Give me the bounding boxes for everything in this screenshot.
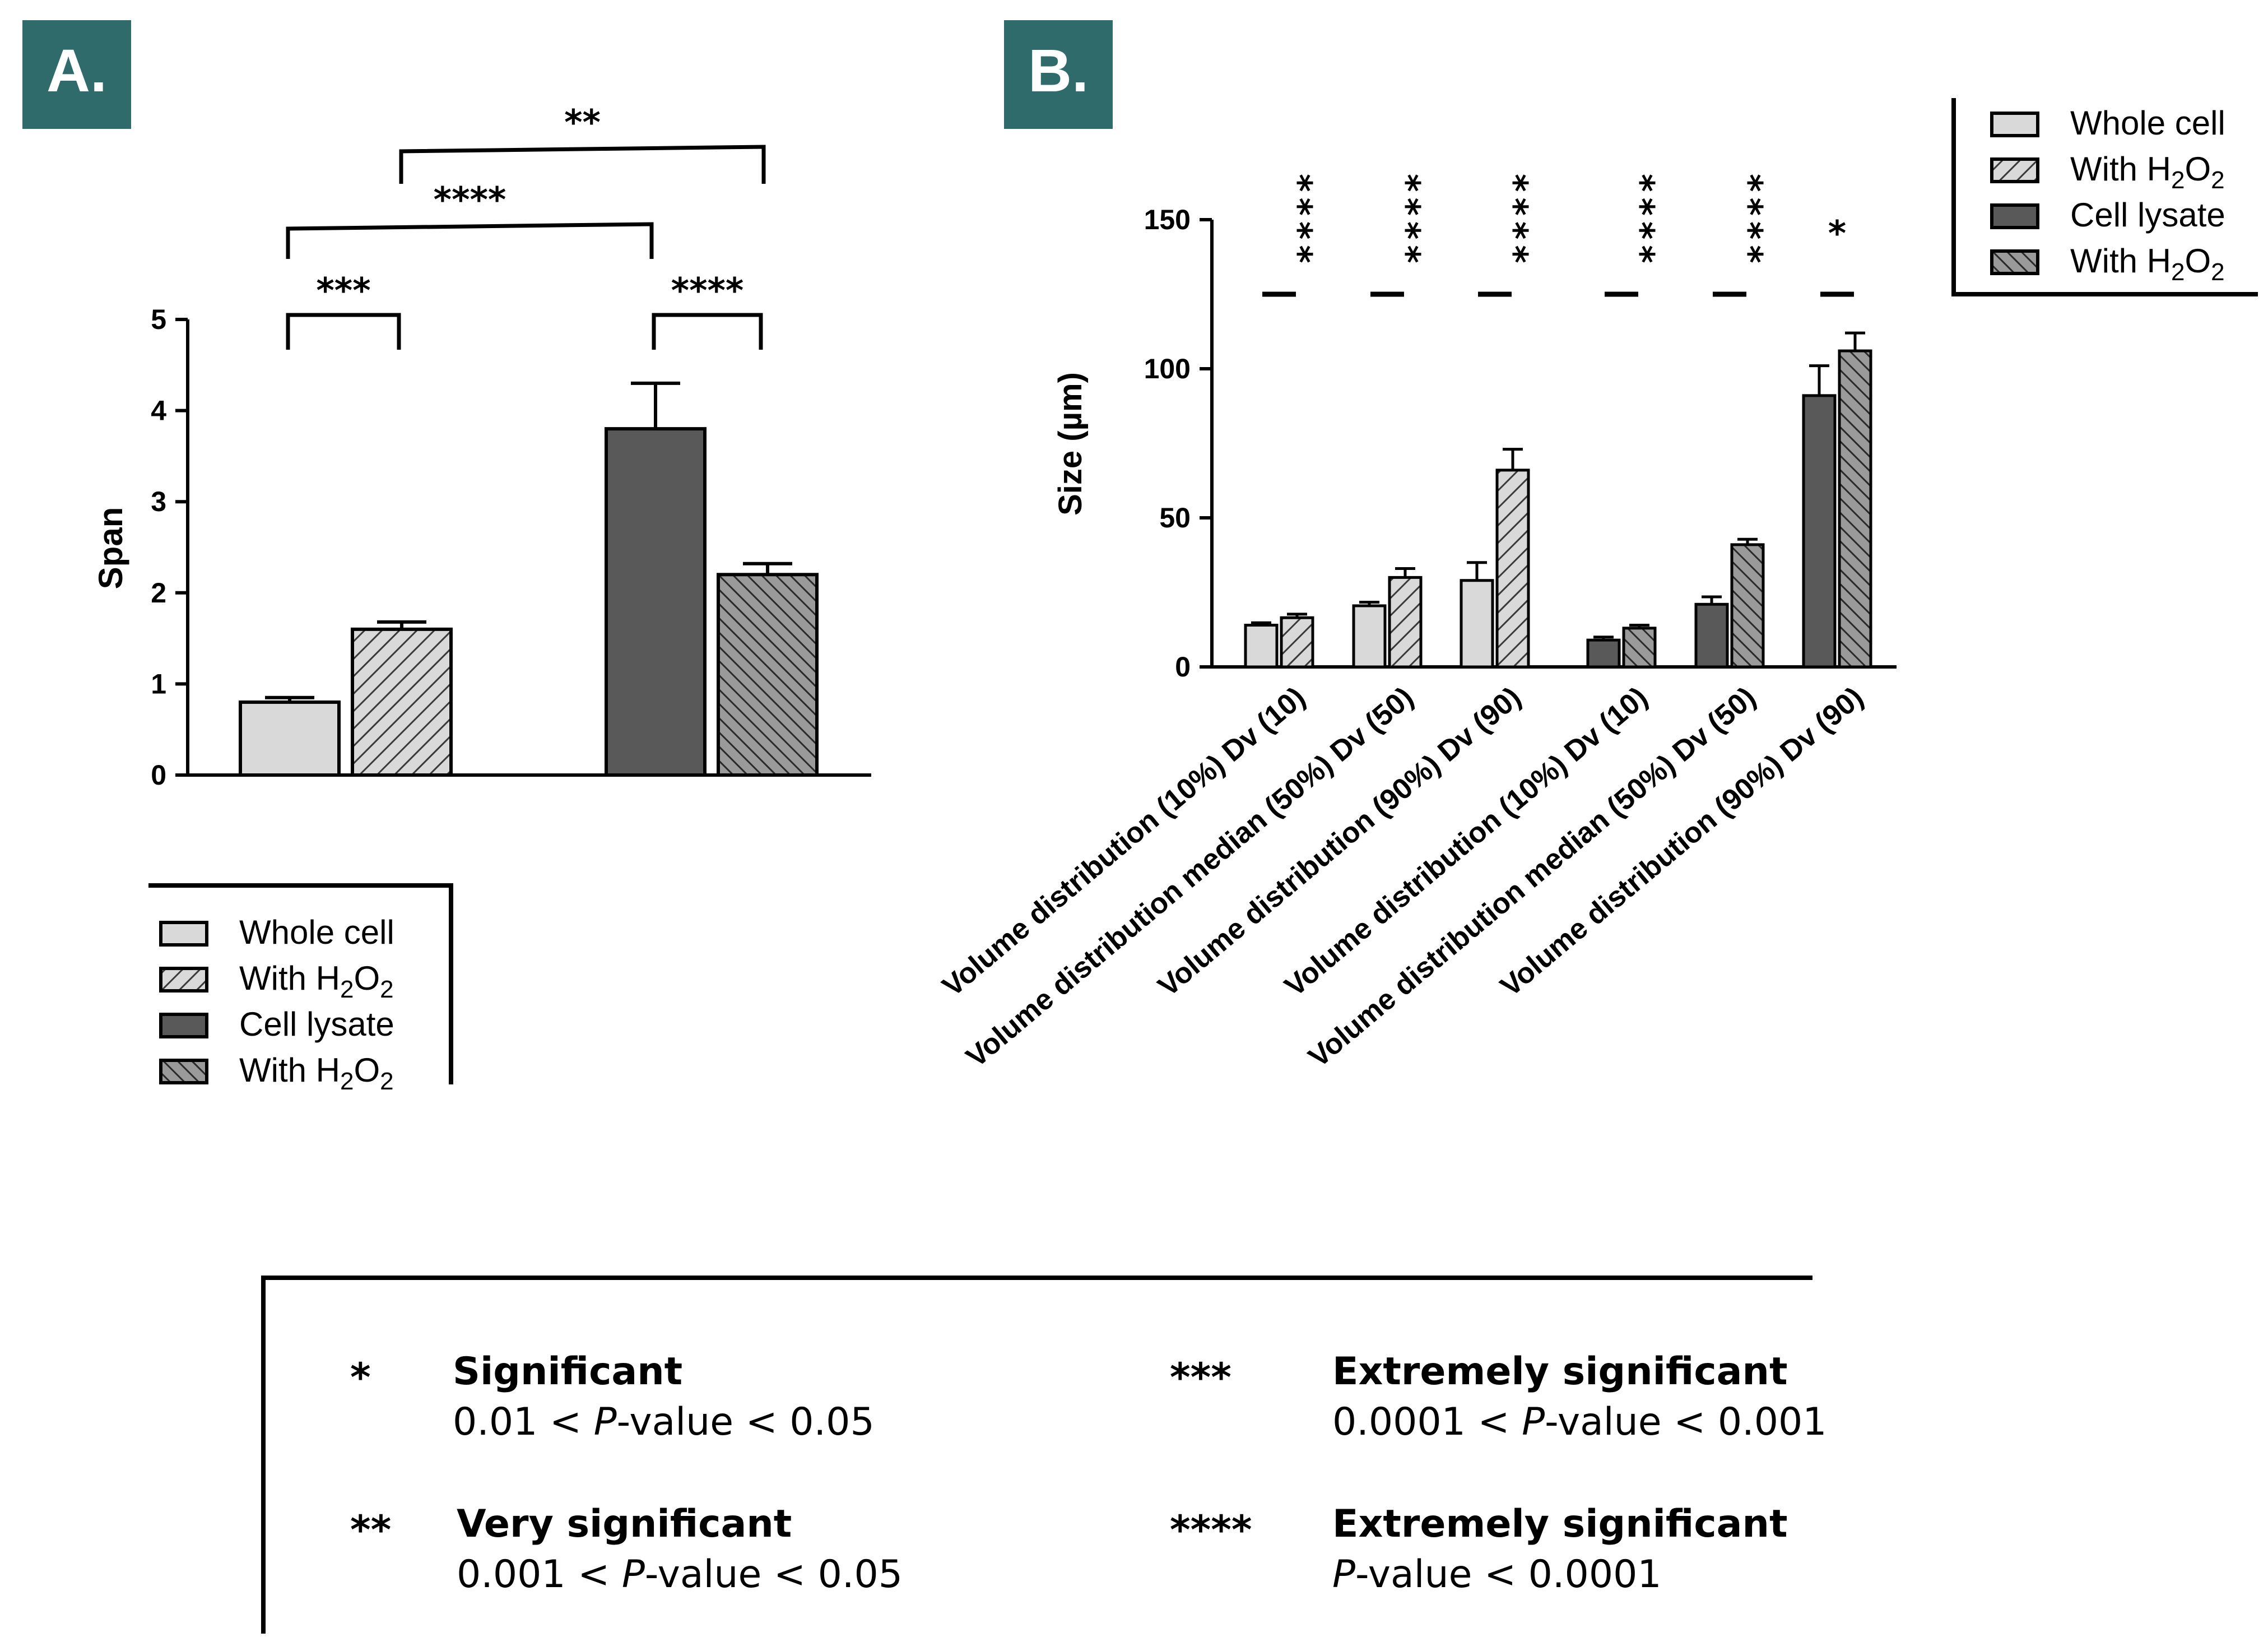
b-bar — [1730, 543, 1765, 669]
key-title: Extremely significant — [1332, 1349, 1787, 1394]
legend-b-label: With H2O2 — [2070, 150, 2225, 194]
key-symbol: * — [350, 1355, 371, 1400]
key-title: Significant — [453, 1349, 682, 1394]
b-sig-label: * — [1828, 213, 1846, 254]
b-y-tick-label: 50 — [1159, 502, 1191, 534]
a-sig-bracket — [652, 313, 763, 350]
legend-a-swatch — [159, 1059, 208, 1084]
legend-b-label: Cell lysate — [2070, 196, 2225, 234]
legend-a-swatch — [159, 921, 208, 947]
key-title: Extremely significant — [1332, 1502, 1787, 1546]
legend-b-swatch — [1990, 203, 2039, 229]
legend-b-label: With H2O2 — [2070, 242, 2225, 286]
panel-label-b-bg — [1004, 20, 1113, 129]
b-y-tick-label: 150 — [1144, 204, 1191, 235]
legend-a-swatch — [159, 1013, 208, 1038]
legend-a-label: With H2O2 — [239, 1051, 394, 1095]
panel-label-a-text: A. — [47, 36, 107, 104]
b-bar — [1622, 627, 1657, 669]
b-sig-label: **** — [1729, 174, 1770, 269]
a-sig-bracket — [399, 145, 766, 184]
key-frame — [261, 1276, 1812, 1634]
legend-a-label: Cell lysate — [239, 1005, 394, 1043]
legend-a-label: Whole cell — [239, 913, 394, 951]
key-symbol: **** — [1170, 1507, 1252, 1553]
b-sig-label: **** — [1279, 174, 1319, 269]
b-bar — [1460, 579, 1494, 669]
b-bar — [1495, 469, 1530, 669]
b-bar — [1694, 602, 1729, 669]
a-sig-label: *** — [316, 270, 370, 311]
a-y-tick-label: 4 — [151, 395, 166, 426]
key-desc: 0.01 < P-value < 0.05 — [453, 1400, 875, 1444]
b-bar — [1802, 394, 1837, 669]
b-sig-label: **** — [1387, 174, 1428, 269]
a-sig-label: ** — [564, 102, 601, 143]
panel-label-b: B. — [1004, 20, 1113, 129]
legend-b-swatch — [1990, 157, 2039, 183]
panel-label-b-text: B. — [1028, 36, 1089, 104]
legend-a-frame — [148, 883, 453, 1084]
panel-label-a-bg — [22, 20, 131, 129]
b-bar — [1352, 604, 1387, 669]
a-bar — [605, 427, 707, 777]
b-bar — [1388, 576, 1423, 669]
a-y-axis-label: Span — [92, 507, 129, 590]
a-bar — [351, 627, 453, 777]
key-desc: 0.001 < P-value < 0.05 — [457, 1552, 903, 1597]
a-sig-label: **** — [671, 270, 744, 311]
key-desc: P-value < 0.0001 — [1332, 1552, 1662, 1597]
b-y-axis-label: Size (µm) — [1052, 372, 1089, 516]
a-y-tick-label: 3 — [151, 486, 166, 517]
legend-a-label: With H2O2 — [239, 959, 394, 1003]
a-y-tick-label: 1 — [151, 668, 166, 699]
a-sig-bracket — [286, 222, 654, 259]
a-y-tick-label: 2 — [151, 577, 166, 609]
legend-b-frame — [1951, 98, 2258, 296]
b-bar — [1586, 638, 1621, 669]
a-y-tick-label: 0 — [151, 759, 166, 791]
legend-b-swatch — [1990, 112, 2039, 137]
legend-b-swatch — [1990, 249, 2039, 275]
b-bar — [1280, 616, 1314, 669]
key-symbol: *** — [1170, 1355, 1231, 1400]
a-sig-bracket — [286, 313, 401, 350]
legend-b-label: Whole cell — [2070, 104, 2225, 142]
b-y-tick-label: 100 — [1144, 353, 1191, 384]
key-desc: 0.0001 < P-value < 0.001 — [1332, 1400, 1827, 1444]
a-y-tick-label: 5 — [151, 304, 166, 335]
b-y-tick-label: 0 — [1175, 651, 1191, 683]
key-symbol: ** — [350, 1507, 391, 1553]
key-title: Very significant — [457, 1502, 792, 1546]
b-bar — [1244, 624, 1279, 669]
b-sig-label: **** — [1621, 174, 1662, 269]
a-bar — [717, 573, 819, 777]
significance-key: * Significant 0.01 < P-value < 0.05 *** Extr… — [261, 1276, 1827, 1634]
b-bar — [1838, 349, 1872, 669]
b-sig-label: **** — [1494, 174, 1535, 269]
legend-a-swatch — [159, 967, 208, 993]
a-sig-label: **** — [434, 179, 506, 220]
panel-label-a: A. — [22, 20, 131, 129]
a-bar — [239, 700, 341, 777]
